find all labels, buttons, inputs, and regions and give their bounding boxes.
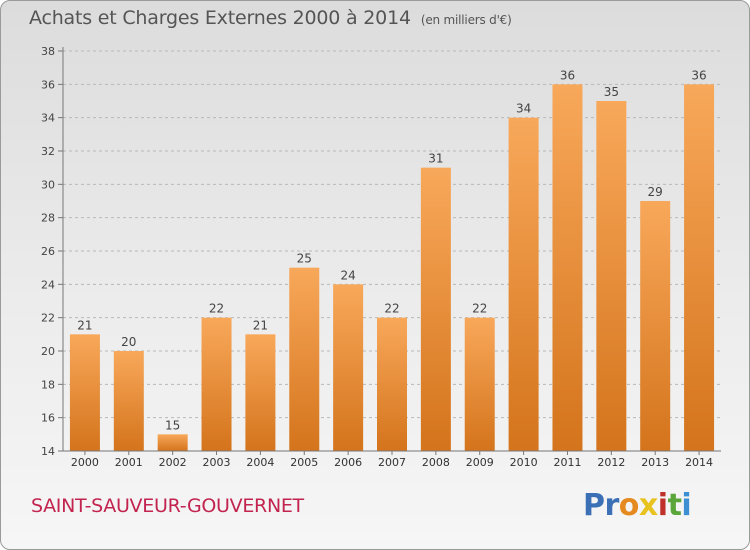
x-tick-label: 2013 (641, 456, 669, 469)
proxiti-logo: Proxiti (583, 488, 692, 523)
y-tick-label: 30 (41, 178, 55, 191)
logo-part: i (657, 488, 668, 523)
y-tick-label: 34 (41, 112, 55, 125)
x-tick-label: 2001 (115, 456, 143, 469)
chart-title-line: Achats et Charges Externes 2000 à 2014 (e… (29, 7, 512, 29)
x-tick-label: 2006 (334, 456, 362, 469)
data-label: 22 (209, 302, 224, 316)
logo-part: t (667, 488, 682, 523)
bar (640, 201, 671, 451)
x-tick-label: 2005 (290, 456, 318, 469)
x-tick-label: 2014 (685, 456, 713, 469)
y-tick-label: 36 (41, 78, 55, 91)
chart-title: Achats et Charges Externes 2000 à 2014 (29, 7, 411, 29)
logo-part: o (618, 488, 640, 523)
bar (552, 84, 583, 451)
data-label: 29 (648, 185, 663, 199)
y-tick-label: 18 (41, 378, 55, 391)
y-tick-label: 38 (41, 45, 55, 58)
data-label: 15 (165, 418, 180, 432)
bar (245, 334, 276, 451)
y-tick-label: 20 (41, 345, 55, 358)
bar (69, 334, 100, 451)
data-label: 35 (604, 85, 619, 99)
y-tick-label: 32 (41, 145, 55, 158)
data-label: 21 (77, 318, 92, 332)
bar (508, 117, 539, 452)
x-tick-label: 2000 (71, 456, 99, 469)
bar (333, 284, 364, 451)
data-label: 31 (428, 152, 443, 166)
y-tick-label: 22 (41, 312, 55, 325)
logo-part: i (681, 488, 692, 523)
y-tick-label: 16 (41, 412, 55, 425)
logo-part: x (638, 488, 658, 523)
bar (377, 317, 407, 451)
logo-part: Pr (583, 488, 619, 523)
bar (596, 101, 627, 451)
bar (113, 351, 144, 451)
y-tick-label: 28 (41, 212, 55, 225)
x-tick-label: 2012 (597, 456, 625, 469)
data-label: 22 (384, 302, 399, 316)
bar (684, 84, 715, 451)
bar (464, 317, 495, 451)
data-label: 21 (253, 318, 268, 332)
x-tick-label: 2002 (159, 456, 187, 469)
bar (289, 267, 320, 451)
x-tick-label: 2007 (378, 456, 406, 469)
x-tick-label: 2003 (203, 456, 231, 469)
bar (157, 434, 188, 451)
x-tick-label: 2010 (510, 456, 538, 469)
x-tick-label: 2009 (466, 456, 494, 469)
data-label: 36 (560, 68, 575, 82)
bar (420, 167, 451, 451)
y-tick-label: 14 (41, 445, 55, 458)
x-tick-label: 2008 (422, 456, 450, 469)
data-label: 24 (340, 268, 355, 282)
chart-subtitle: (en milliers d'€) (420, 13, 512, 27)
axes: 14 16 18 20 22 24 26 28 30 32 34 36 38 2000 2001 2002 20… (41, 45, 721, 469)
bars: 21 20 15 22 21 25 24 22 31 22 34 36 35 29 36 (69, 68, 715, 452)
bar (201, 317, 232, 451)
y-tick-label: 26 (41, 245, 55, 258)
x-tick-label: 2004 (246, 456, 274, 469)
data-label: 25 (297, 252, 312, 266)
data-label: 34 (516, 102, 531, 116)
data-label: 20 (121, 335, 136, 349)
data-label: 36 (691, 68, 706, 82)
data-label: 22 (472, 302, 487, 316)
commune-name: SAINT-SAUVEUR-GOUVERNET (31, 495, 304, 517)
x-tick-label: 2011 (553, 456, 581, 469)
y-tick-label: 24 (41, 278, 55, 291)
